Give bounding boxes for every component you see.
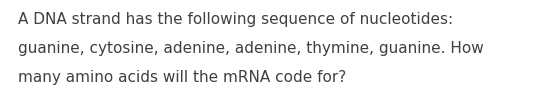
Text: guanine, cytosine, adenine, adenine, thymine, guanine. How: guanine, cytosine, adenine, adenine, thy… — [18, 41, 484, 56]
Text: A DNA strand has the following sequence of nucleotides:: A DNA strand has the following sequence … — [18, 12, 453, 27]
Text: many amino acids will the mRNA code for?: many amino acids will the mRNA code for? — [18, 70, 347, 85]
